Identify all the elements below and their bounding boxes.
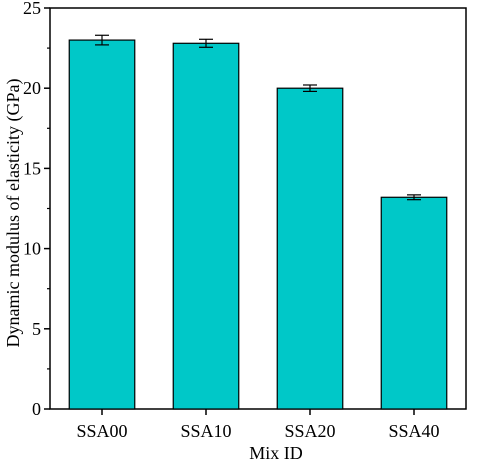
y-tick-label: 25	[23, 0, 41, 18]
errorbars-group	[95, 34, 421, 201]
x-axis: SSA00 SSA10 SSA20 SSA40	[76, 409, 440, 441]
x-axis-title: Mix ID	[249, 443, 303, 463]
bar-ssa00	[68, 39, 136, 410]
bar-ssa10	[172, 42, 240, 410]
x-tick-label-ssa00: SSA00	[76, 421, 127, 441]
y-axis-title: Dynamic modulus of elasticity (GPa)	[3, 79, 24, 348]
bar-ssa40	[380, 196, 448, 410]
x-tick-label-ssa20: SSA20	[284, 421, 335, 441]
y-tick-label: 20	[23, 78, 41, 98]
x-tick-label-ssa10: SSA10	[180, 421, 231, 441]
y-tick-label: 0	[32, 399, 41, 419]
bar-ssa20	[276, 87, 344, 410]
bars-group	[68, 39, 448, 410]
y-tick-label: 5	[32, 319, 41, 339]
x-tick-label-ssa40: SSA40	[388, 421, 439, 441]
y-axis: 0 5 10 15 20 25	[23, 0, 50, 419]
y-tick-label: 10	[23, 239, 41, 259]
y-tick-label: 15	[23, 158, 41, 178]
